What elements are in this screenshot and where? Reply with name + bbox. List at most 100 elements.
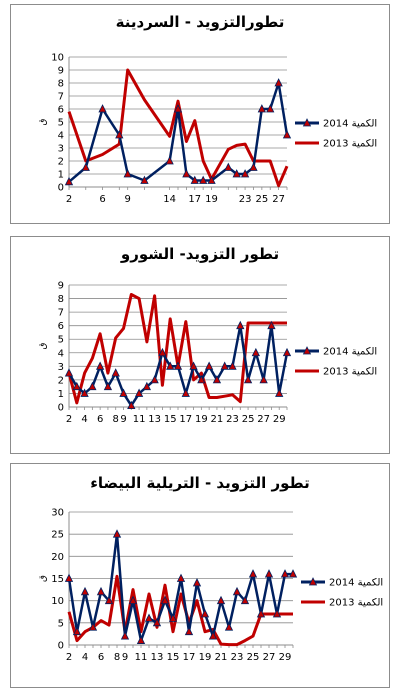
legend-label-0: 2014 الكمية <box>323 347 377 358</box>
data-point <box>199 175 208 184</box>
legend-label-1: 2013 الكمية <box>323 367 377 378</box>
data-point <box>243 374 253 384</box>
series-line-1 <box>67 574 293 647</box>
data-point <box>64 573 74 582</box>
x-tick-label: 2 <box>66 414 72 425</box>
x-tick-label: 14 <box>163 194 176 205</box>
data-point <box>240 595 250 605</box>
data-point <box>282 130 292 139</box>
data-point <box>72 381 81 391</box>
legend-label-0: 2014 الكمية <box>323 119 377 130</box>
data-point <box>264 569 274 578</box>
x-tick-label: 15 <box>164 414 177 425</box>
data-point <box>64 176 74 186</box>
chart-title: تطورالتزويد - السردينة <box>116 13 285 31</box>
x-tick-label: 4 <box>82 652 88 663</box>
data-point <box>257 104 266 113</box>
y-axis-label: ق <box>38 118 48 125</box>
data-point <box>259 374 268 384</box>
chart-title: تطور التزويد- الشورو <box>120 245 279 263</box>
chart-title: تطور التزويد - التريلية البيضاء <box>90 474 310 492</box>
data-point <box>181 388 190 397</box>
data-point <box>197 374 206 384</box>
data-point <box>128 595 138 605</box>
data-point <box>184 626 194 636</box>
x-tick-label: 19 <box>205 194 218 205</box>
data-point <box>249 162 258 171</box>
y-tick-label: 4 <box>58 131 64 142</box>
x-tick-label: 6 <box>98 652 104 663</box>
x-tick-label: 27 <box>263 652 276 663</box>
legend-label-1: 2013 الكمية <box>329 598 383 609</box>
data-point <box>81 162 90 171</box>
y-tick-label: 3 <box>58 144 64 155</box>
data-point <box>134 388 144 397</box>
legend-label-0: 2014 الكمية <box>329 578 383 589</box>
x-tick-label: 19 <box>195 414 208 425</box>
y-tick-label: 10 <box>51 596 64 607</box>
data-point <box>115 130 124 139</box>
x-tick-label: 6 <box>99 194 105 205</box>
data-point <box>266 104 275 113</box>
data-point <box>165 156 174 165</box>
y-tick-label: 3 <box>58 362 64 373</box>
y-tick-label: 5 <box>58 618 64 629</box>
x-tick-label: 17 <box>188 194 201 205</box>
data-point <box>232 169 241 178</box>
data-point <box>95 361 105 370</box>
data-point <box>150 374 159 384</box>
y-tick-label: 9 <box>58 66 64 77</box>
chart-white-seabream: تطور التزويد - التريلية البيضاء 0 5 10 15 20 2… <box>38 474 383 663</box>
x-tick-label: 25 <box>247 652 260 663</box>
y-tick-label: 4 <box>58 348 64 359</box>
x-tick-label: 4 <box>81 414 87 425</box>
x-tick-label: 21 <box>215 652 228 663</box>
x-tick-label: 29 <box>273 414 286 425</box>
y-tick-label: 5 <box>58 118 64 129</box>
x-tick-label: 23 <box>226 414 239 425</box>
data-point <box>182 169 191 178</box>
data-point <box>158 347 167 357</box>
y-tick-label: 8 <box>58 294 64 305</box>
y-tick-label: 0 <box>58 183 64 194</box>
series-line-1 <box>67 68 289 188</box>
data-point <box>228 361 237 370</box>
data-point <box>189 361 198 370</box>
y-axis-label: ق <box>38 342 48 349</box>
y-tick-label: 6 <box>58 321 64 332</box>
y-tick-label: 30 <box>51 508 64 519</box>
x-tick-label: 13 <box>148 414 161 425</box>
data-point <box>240 169 250 178</box>
x-tick-label: 17 <box>183 652 196 663</box>
chart-panel-shouro: تطور التزويد- الشورو 0 1 2 3 4 5 6 7 8 9 2 4 6 8 9 11 13 1… <box>10 236 390 454</box>
data-point <box>190 175 199 184</box>
x-tick-label: 9 <box>122 652 128 663</box>
x-tick-label: 11 <box>133 414 146 425</box>
data-point <box>173 361 183 370</box>
data-point <box>127 400 136 410</box>
x-tick-label: 25 <box>255 194 268 205</box>
data-point <box>123 169 132 178</box>
y-tick-label: 5 <box>58 335 64 346</box>
data-point <box>98 104 107 113</box>
data-point <box>288 569 298 578</box>
data-point <box>166 361 175 370</box>
x-tick-label: 2 <box>66 652 72 663</box>
data-point <box>104 595 114 605</box>
data-point <box>136 635 146 644</box>
data-point <box>140 175 149 184</box>
chart-panel-white-seabream: تطور التزويد - التريلية البيضاء 0 5 10 15 20 2… <box>10 463 390 688</box>
data-point <box>160 595 170 605</box>
x-tick-label: 29 <box>279 652 292 663</box>
data-point <box>168 613 178 622</box>
data-point <box>224 622 234 631</box>
data-point <box>112 529 122 538</box>
x-tick-label: 13 <box>151 652 164 663</box>
legend-marker <box>308 577 318 586</box>
data-point <box>248 569 258 578</box>
data-point <box>280 569 290 578</box>
legend-label-1: 2013 الكمية <box>323 139 377 150</box>
x-tick-label: 23 <box>231 652 244 663</box>
x-tick-label: 21 <box>211 414 224 425</box>
